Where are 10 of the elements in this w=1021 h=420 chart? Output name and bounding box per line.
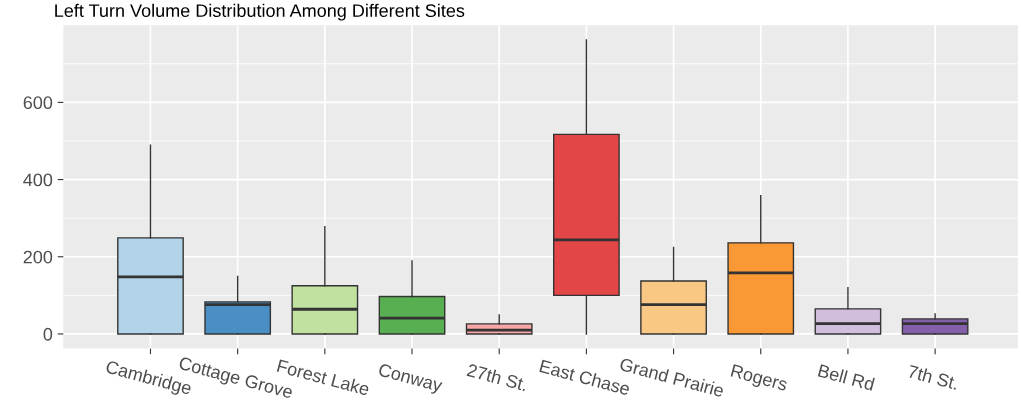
- x-tick-label: 7th St.: [907, 364, 959, 390]
- y-tick-label: 400: [23, 173, 53, 187]
- x-tick-label: 27th St.: [466, 363, 528, 392]
- y-tick-label: 600: [23, 96, 53, 110]
- x-tick-label: Conway: [377, 363, 444, 396]
- y-tick-label: 200: [23, 250, 53, 264]
- chart-title: Left Turn Volume Distribution Among Different Sites: [55, 3, 465, 21]
- x-tick-label: Bell Rd: [817, 363, 875, 391]
- x-tick-label: Rogers: [729, 364, 789, 395]
- y-tick-label: 0: [43, 327, 53, 341]
